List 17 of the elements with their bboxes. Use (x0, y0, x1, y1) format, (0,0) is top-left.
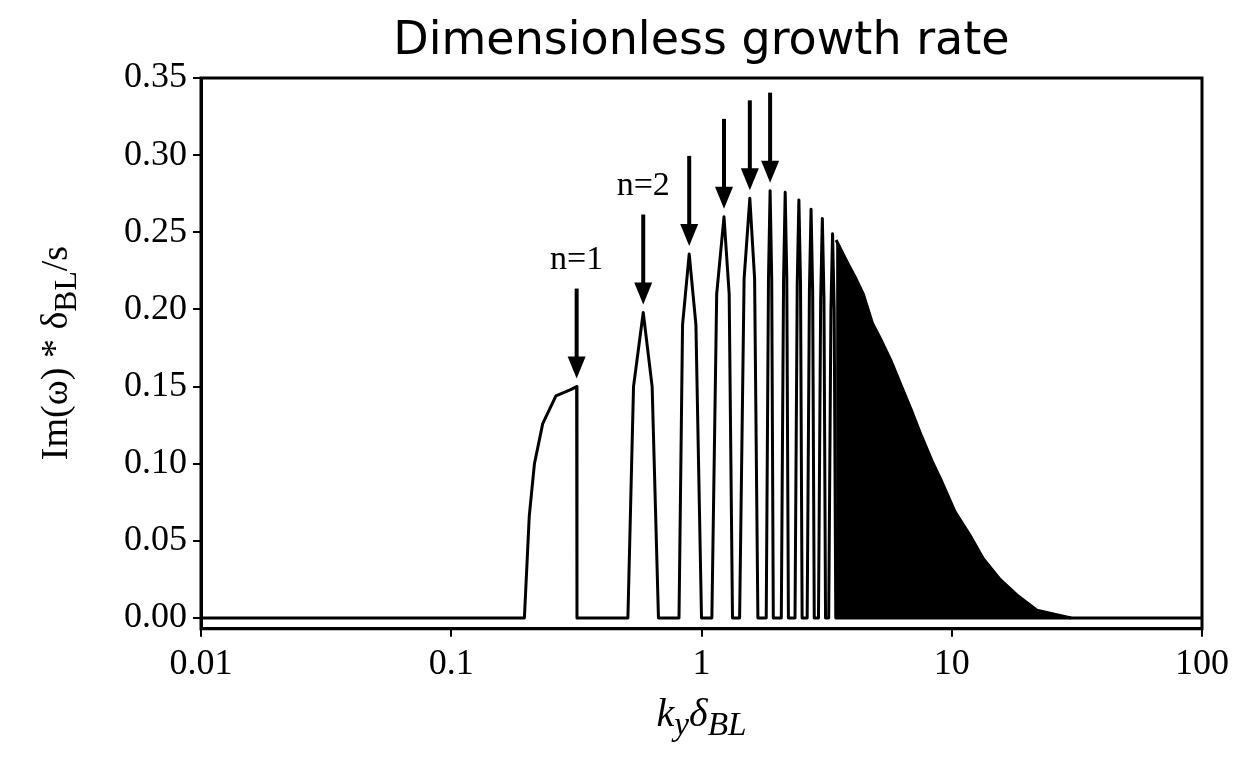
x-tick-label: 10 (933, 641, 970, 682)
y-tick-label: 0.05 (124, 518, 187, 559)
y-tick-label: 0.25 (124, 209, 187, 250)
annotation: n=2 (615, 164, 671, 203)
chart-title: Dimensionless growth rate (392, 10, 1011, 66)
y-tick-label: 0.30 (124, 132, 187, 173)
y-tick-label: 0.15 (124, 364, 187, 405)
annotation: n=1 (549, 238, 605, 277)
y-tick-label: 0.20 (124, 286, 187, 327)
x-tick-label: 100 (1175, 641, 1229, 682)
x-tick-label: 0.1 (428, 641, 474, 682)
y-tick-label: 0.35 (124, 55, 187, 96)
x-tick-label: 0.01 (169, 641, 233, 682)
x-tick-label: 1 (692, 641, 711, 682)
y-tick-label: 0.00 (124, 595, 187, 636)
x-axis-title: k$_{y}$δ$_{BL}$ (655, 688, 748, 743)
y-tick-label: 0.10 (124, 441, 187, 482)
